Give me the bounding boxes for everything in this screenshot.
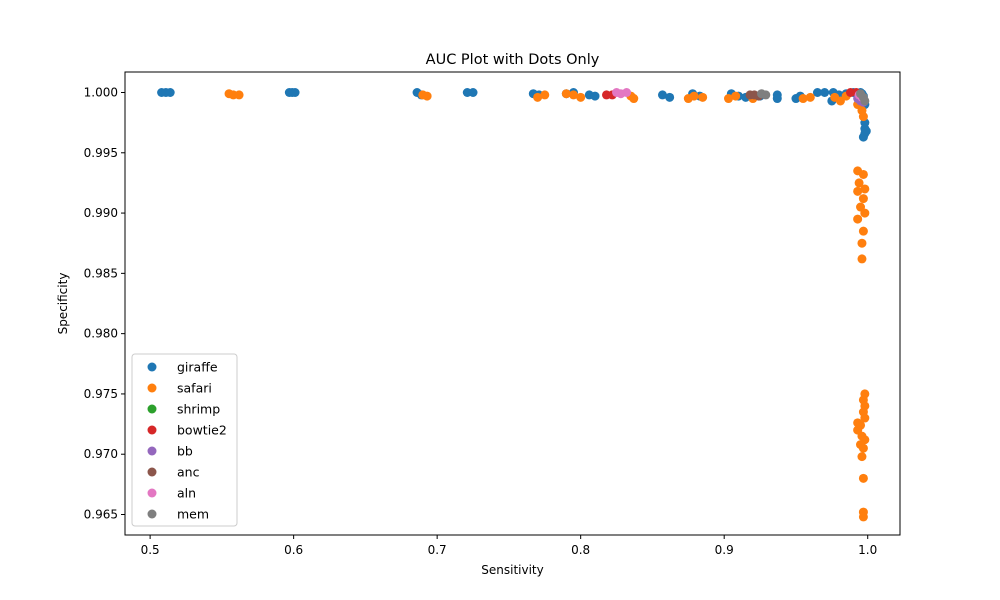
point-safari-34: [853, 214, 863, 224]
point-mem-1: [761, 90, 771, 100]
legend-marker-aln: [147, 488, 157, 498]
point-safari-53: [858, 512, 868, 522]
point-giraffe-2: [165, 87, 175, 97]
y-tick-label: 0.985: [84, 266, 118, 280]
y-tick-label: 0.970: [84, 447, 118, 461]
point-safari-2: [234, 90, 244, 100]
chart-title: AUC Plot with Dots Only: [426, 52, 600, 68]
point-safari-37: [857, 254, 867, 264]
point-giraffe-28: [812, 87, 822, 97]
point-safari-19: [805, 92, 815, 102]
legend-marker-bowtie2: [147, 425, 157, 435]
point-giraffe-17: [665, 92, 675, 102]
point-safari-25: [858, 112, 868, 122]
point-safari-7: [561, 89, 571, 99]
x-axis-title: Sensitivity: [481, 563, 543, 577]
x-axis: 0.5 0.6 0.7 0.8 0.9 1.0: [141, 535, 877, 557]
y-tick-label: 0.975: [84, 387, 118, 401]
point-giraffe-16: [657, 90, 667, 100]
point-safari-36: [857, 238, 867, 248]
legend: giraffe safari shrimp bowtie2 bb anc aln mem: [131, 353, 238, 527]
point-safari-49: [858, 443, 868, 453]
y-tick-label: 1.000: [84, 85, 118, 99]
point-safari-51: [858, 473, 868, 483]
legend-label-safari: safari: [177, 381, 212, 396]
legend-marker-mem: [147, 509, 157, 519]
x-tick-label: 1.0: [858, 543, 877, 557]
point-safari-14: [698, 92, 708, 102]
y-axis-title: Specificity: [56, 273, 70, 335]
x-tick-label: 0.8: [571, 543, 590, 557]
legend-marker-safari: [147, 383, 157, 393]
legend-label-bb: bb: [177, 444, 193, 459]
point-giraffe-25: [772, 94, 782, 104]
legend-label-mem: mem: [177, 507, 209, 522]
point-safari-28: [854, 178, 864, 188]
legend-label-aln: aln: [177, 486, 196, 501]
legend-label-shrimp: shrimp: [177, 402, 220, 417]
legend-box: [131, 353, 238, 527]
y-tick-label: 0.965: [84, 508, 118, 522]
y-tick-label: 0.980: [84, 327, 118, 341]
point-safari-18: [798, 94, 808, 104]
x-tick-label: 0.5: [141, 543, 160, 557]
point-safari-31: [858, 194, 868, 204]
point-safari-27: [858, 169, 868, 179]
point-safari-50: [857, 452, 867, 462]
legend-marker-shrimp: [147, 404, 157, 414]
legend-label-anc: anc: [177, 465, 200, 480]
point-safari-35: [858, 226, 868, 236]
points-layer: [157, 87, 871, 522]
point-safari-6: [540, 90, 550, 100]
point-safari-11: [629, 94, 639, 104]
point-aln-2: [622, 87, 632, 97]
point-giraffe-9: [468, 87, 478, 97]
legend-label-bowtie2: bowtie2: [177, 423, 227, 438]
point-safari-33: [860, 208, 870, 218]
point-safari-15: [723, 94, 733, 104]
legend-marker-bb: [147, 446, 157, 456]
point-giraffe-15: [590, 91, 600, 101]
plot-frame: [124, 71, 901, 536]
point-safari-8: [568, 90, 578, 100]
point-safari-9: [576, 92, 586, 102]
legend-marker-anc: [147, 467, 157, 477]
point-safari-30: [853, 186, 863, 196]
point-giraffe-5: [290, 87, 300, 97]
point-mem-4: [860, 96, 870, 106]
point-giraffe-43: [861, 126, 871, 136]
point-safari-13: [689, 91, 699, 101]
y-axis: 0.965 0.970 0.975 0.980 0.985 0.990 0.995 1.000: [84, 85, 125, 522]
y-tick-label: 0.990: [84, 206, 118, 220]
legend-label-giraffe: giraffe: [177, 360, 218, 375]
point-safari-42: [860, 413, 870, 423]
point-safari-5: [533, 92, 543, 102]
point-giraffe-29: [820, 87, 830, 97]
point-safari-16: [731, 91, 741, 101]
x-tick-label: 0.6: [284, 543, 303, 557]
legend-marker-giraffe: [147, 362, 157, 372]
point-safari-4: [422, 91, 432, 101]
point-safari-29: [860, 184, 870, 194]
x-tick-label: 0.7: [428, 543, 447, 557]
y-tick-label: 0.995: [84, 146, 118, 160]
x-tick-label: 0.9: [715, 543, 734, 557]
